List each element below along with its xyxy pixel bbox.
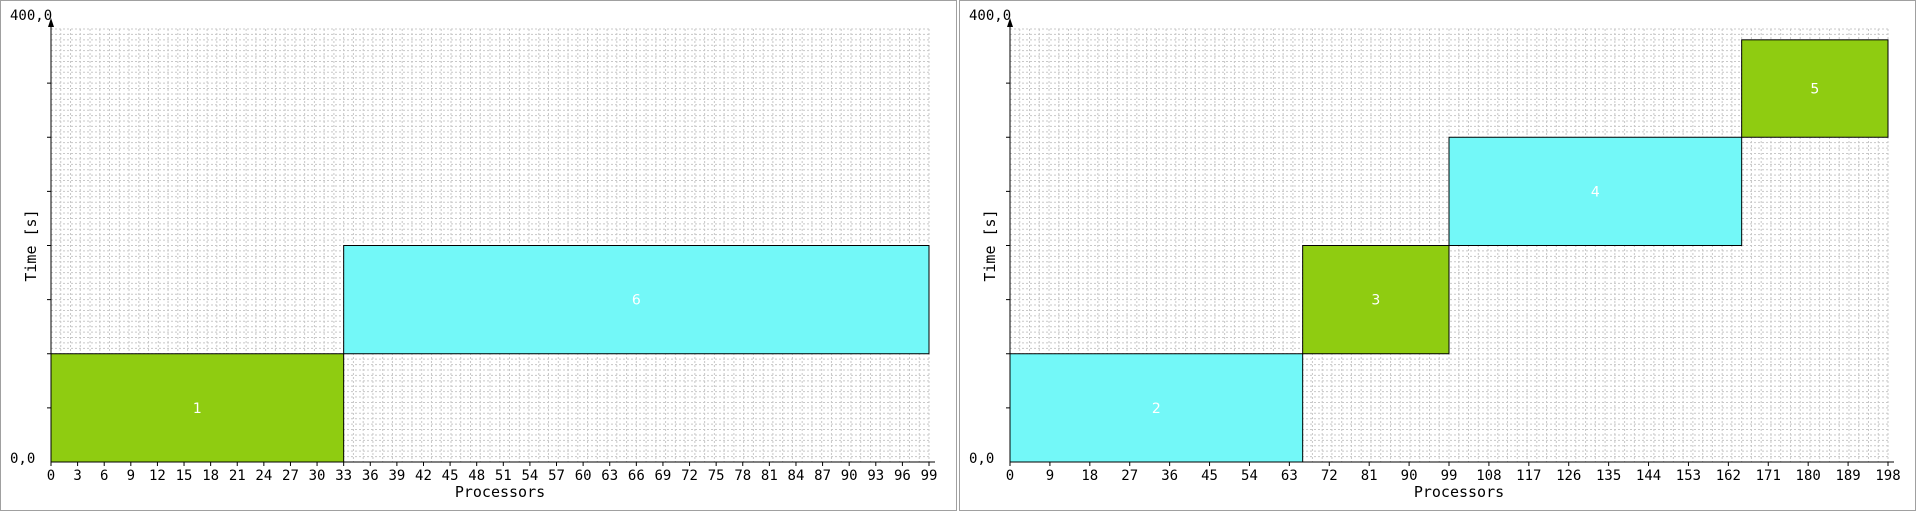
job-block-6: [343, 245, 930, 355]
job-block-3: [1302, 245, 1450, 355]
x-tick-label: 90: [1401, 468, 1418, 484]
x-tick-label: 108: [1476, 468, 1501, 484]
x-tick-label: 45: [1201, 468, 1218, 484]
chart-panel-left: 1 6 0 3 6 9 12 15 18 21 24 27 30 33 36 39 42 45 48 51 54 57 60…: [0, 0, 957, 511]
x-tick-label: 30: [309, 468, 326, 484]
y-axis-arrow-icon: [1007, 18, 1013, 27]
job-label-3: 3: [1371, 293, 1380, 309]
x-tick-label: 72: [1321, 468, 1338, 484]
x-tick-label: 0: [1006, 468, 1014, 484]
job-block-1: [50, 353, 345, 463]
x-tick-label: 135: [1596, 468, 1621, 484]
x-tick-label: 36: [1161, 468, 1178, 484]
x-tick-label: 63: [1281, 468, 1298, 484]
x-tick-label: 15: [176, 468, 193, 484]
job-block-4: [1448, 136, 1743, 246]
x-tick-label: 81: [761, 468, 778, 484]
x-tick-label: 27: [1121, 468, 1138, 484]
x-tick-label: 198: [1875, 468, 1900, 484]
x-axis-title: Processors: [1414, 483, 1504, 501]
x-tick-label: 84: [788, 468, 805, 484]
y-min-label: 0,0: [969, 451, 994, 467]
x-tick-label: 36: [362, 468, 379, 484]
x-tick-label: 24: [255, 468, 272, 484]
x-tick-label: 33: [335, 468, 352, 484]
x-tick-label: 81: [1361, 468, 1378, 484]
job-label-1: 1: [193, 401, 202, 417]
x-tick-label: 63: [601, 468, 618, 484]
x-tick-label: 78: [734, 468, 751, 484]
y-min-label: 0,0: [10, 451, 35, 467]
y-axis-title: Time [s]: [22, 209, 40, 281]
x-tick-label: 18: [202, 468, 219, 484]
chart-panel-right: 2 3 4 5 0 9 18 27 36 45 54 63 72 81 90 99 108 117 126 135 14…: [959, 0, 1916, 511]
x-tick-label: 54: [521, 468, 538, 484]
x-tick-label: 48: [468, 468, 485, 484]
x-tick-label: 93: [867, 468, 884, 484]
y-axis-title: Time [s]: [981, 209, 999, 281]
x-tick-label: 60: [575, 468, 592, 484]
x-tick-label: 87: [814, 468, 831, 484]
x-tick-label: 45: [442, 468, 459, 484]
x-tick-label: 144: [1636, 468, 1661, 484]
x-tick-label: 69: [655, 468, 672, 484]
x-tick-label: 0: [47, 468, 55, 484]
job-block-2: [1009, 353, 1304, 463]
x-tick-label: 99: [1441, 468, 1458, 484]
x-tick-label: 75: [708, 468, 725, 484]
x-tick-label: 12: [149, 468, 166, 484]
y-max-label: 400,0: [969, 8, 1011, 24]
x-tick-label: 57: [548, 468, 565, 484]
x-tick-label: 162: [1716, 468, 1741, 484]
x-tick-label: 9: [127, 468, 135, 484]
x-tick-label: 96: [894, 468, 911, 484]
y-axis-arrow-icon: [48, 18, 54, 27]
job-block-5: [1741, 39, 1889, 138]
x-tick-label: 6: [100, 468, 108, 484]
x-tick-label: 171: [1756, 468, 1781, 484]
y-max-label: 400,0: [10, 8, 52, 24]
x-tick-label: 42: [415, 468, 432, 484]
x-tick-label: 54: [1241, 468, 1258, 484]
x-tick-label: 27: [282, 468, 299, 484]
x-tick-label: 189: [1835, 468, 1860, 484]
x-tick-label: 51: [495, 468, 512, 484]
x-tick-label: 72: [681, 468, 698, 484]
x-tick-label: 66: [628, 468, 645, 484]
x-tick-label: 99: [921, 468, 938, 484]
x-tick-label: 126: [1556, 468, 1581, 484]
job-label-4: 4: [1591, 184, 1600, 200]
x-tick-label: 9: [1046, 468, 1054, 484]
x-tick-label: 90: [841, 468, 858, 484]
x-tick-label: 153: [1676, 468, 1701, 484]
job-label-6: 6: [632, 293, 641, 309]
chart-left: 160 3 6 9 12 15 18 21 24 27 30 33 36 39 42 45 48 51 54 57 60…: [10, 8, 938, 501]
job-label-2: 2: [1152, 401, 1161, 417]
x-tick-label: 180: [1796, 468, 1821, 484]
x-tick-label: 39: [388, 468, 405, 484]
x-tick-label: 21: [229, 468, 246, 484]
x-axis-title: Processors: [455, 483, 545, 501]
x-tick-label: 117: [1516, 468, 1541, 484]
job-label-5: 5: [1810, 82, 1819, 98]
x-tick-label: 18: [1081, 468, 1098, 484]
x-tick-label: 3: [73, 468, 81, 484]
